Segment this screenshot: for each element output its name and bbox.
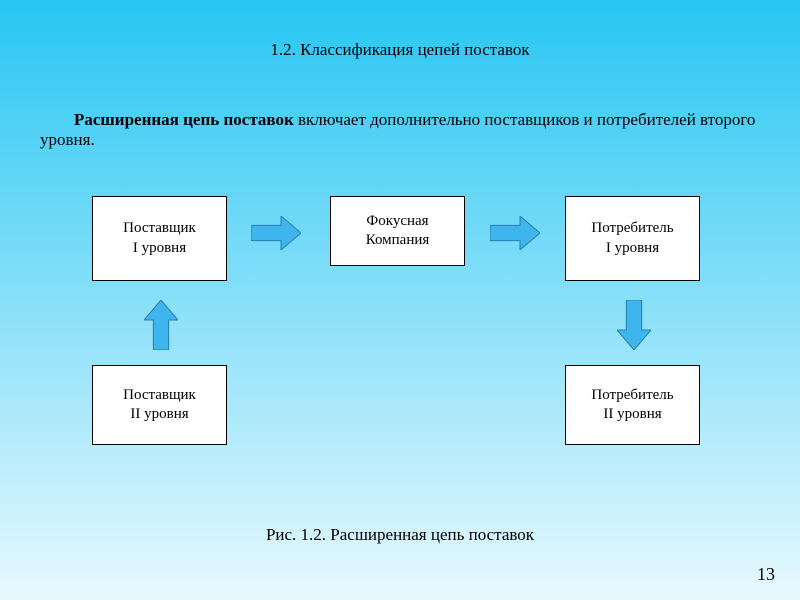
arrow-a2 (490, 216, 540, 250)
caption-text: Рис. 1.2. Расширенная цепь поставок (266, 525, 534, 544)
node-supplier1-line1: Поставщик (123, 219, 196, 239)
node-consumer2-line2: II уровня (603, 405, 661, 425)
section-title: 1.2. Классификация цепей поставок (0, 40, 800, 60)
arrow-a4 (617, 300, 651, 350)
node-consumer2: ПотребительII уровня (565, 365, 700, 445)
page-number: 13 (757, 564, 775, 585)
page-number-text: 13 (757, 564, 775, 584)
node-consumer1-line2: I уровня (606, 239, 659, 259)
node-supplier2-line1: Поставщик (123, 386, 196, 406)
arrow-right-icon (490, 216, 540, 250)
node-consumer1: ПотребительI уровня (565, 196, 700, 281)
slide: 1.2. Классификация цепей поставок Расшир… (0, 0, 800, 600)
node-focus-line2: Компания (366, 231, 430, 251)
paragraph-bold: Расширенная цепь поставок (74, 110, 294, 129)
arrow-a3 (144, 300, 178, 350)
arrow-up-icon (144, 300, 178, 350)
arrow-down-icon (617, 300, 651, 350)
figure-caption: Рис. 1.2. Расширенная цепь поставок (0, 525, 800, 545)
node-focus: ФокуснаяКомпания (330, 196, 465, 266)
node-supplier1: ПоставщикI уровня (92, 196, 227, 281)
arrow-a1 (251, 216, 301, 250)
paragraph-indent (40, 110, 74, 129)
node-supplier2: ПоставщикII уровня (92, 365, 227, 445)
node-consumer1-line1: Потребитель (591, 219, 673, 239)
node-focus-line1: Фокусная (366, 212, 428, 232)
node-supplier1-line2: I уровня (133, 239, 186, 259)
node-consumer2-line1: Потребитель (591, 386, 673, 406)
node-supplier2-line2: II уровня (130, 405, 188, 425)
body-paragraph: Расширенная цепь поставок включает допол… (40, 110, 760, 150)
arrow-right-icon (251, 216, 301, 250)
title-text: 1.2. Классификация цепей поставок (270, 40, 529, 59)
